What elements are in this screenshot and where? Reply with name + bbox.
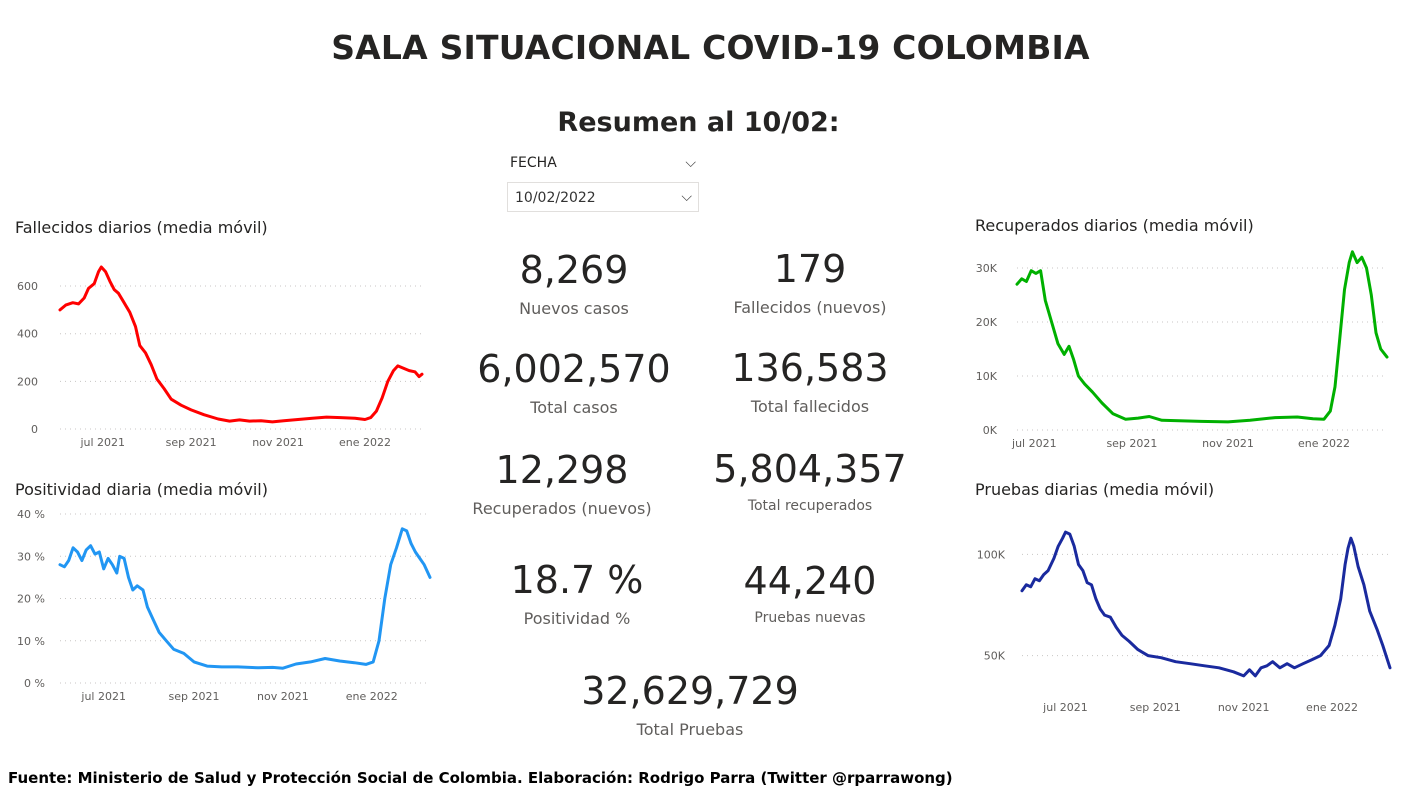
kpi-value: 32,629,729 xyxy=(581,669,799,713)
date-slicer-dropdown[interactable]: 10/02/2022 ⌵ xyxy=(507,182,699,212)
y-tick-label: 30K xyxy=(976,262,998,275)
kpi-value: 8,269 xyxy=(519,248,629,292)
kpi-total-recuperados: 5,804,357 Total recuperados xyxy=(700,450,920,514)
x-tick-label: nov 2021 xyxy=(1202,437,1254,450)
date-slicer-value: 10/02/2022 xyxy=(515,190,596,206)
x-tick-label: sep 2021 xyxy=(169,690,220,703)
chart-fallecidos: 0 200 400 600 jul 2021 sep 2021 nov 2021 ene 20… xyxy=(17,265,424,449)
kpi-label: Recuperados (nuevos) xyxy=(472,499,652,518)
y-tick-label: 20 % xyxy=(17,593,45,606)
chart-title-positividad: Positividad diaria (media móvil) xyxy=(15,480,268,499)
x-tick-label: nov 2021 xyxy=(257,690,309,703)
summary-subtitle: Resumen al 10/02: xyxy=(0,107,1421,138)
chart-title-fallecidos: Fallecidos diarios (media móvil) xyxy=(15,218,268,237)
y-tick-label: 40 % xyxy=(17,508,45,521)
series-line xyxy=(58,527,432,670)
y-tick-label: 30 % xyxy=(17,550,45,563)
kpi-total-casos: 6,002,570 Total casos xyxy=(474,350,674,417)
date-slicer-header[interactable]: FECHA ⌵ xyxy=(510,155,700,175)
summary-subtitle-text: Resumen al 10/02: xyxy=(557,107,840,138)
kpi-label: Positividad % xyxy=(523,609,631,628)
kpi-label: Total Pruebas xyxy=(636,720,744,739)
y-tick-label: 200 xyxy=(17,375,38,388)
y-tick-label: 10 % xyxy=(17,635,45,648)
x-tick-label: ene 2022 xyxy=(1298,437,1350,450)
chart-title-pruebas: Pruebas diarias (media móvil) xyxy=(975,480,1215,499)
kpi-total-fallecidos: 136,583 Total fallecidos xyxy=(710,349,910,416)
kpi-label: Total fallecidos xyxy=(750,397,870,416)
kpi-total-pruebas: 32,629,729 Total Pruebas xyxy=(560,672,820,739)
x-tick-label: jul 2021 xyxy=(1011,437,1057,450)
date-slicer-label: FECHA xyxy=(510,155,557,171)
kpi-label: Pruebas nuevas xyxy=(754,610,866,626)
x-tick-label: jul 2021 xyxy=(79,436,125,449)
series-line xyxy=(58,265,424,424)
kpi-value: 18.7 % xyxy=(510,558,644,602)
kpi-value: 44,240 xyxy=(743,559,877,603)
kpi-label: Nuevos casos xyxy=(519,299,629,318)
series-line xyxy=(1020,530,1392,678)
y-tick-label: 400 xyxy=(17,328,38,341)
x-tick-label: sep 2021 xyxy=(166,436,217,449)
x-tick-label: sep 2021 xyxy=(1106,437,1157,450)
chevron-down-icon[interactable]: ⌵ xyxy=(681,189,692,205)
chart-title-recuperados: Recuperados diarios (media móvil) xyxy=(975,216,1254,235)
y-tick-label: 0 xyxy=(31,423,38,436)
kpi-value: 6,002,570 xyxy=(477,347,671,391)
x-tick-label: ene 2022 xyxy=(1306,701,1358,714)
series-line xyxy=(1015,250,1389,424)
kpi-value: 5,804,357 xyxy=(713,447,907,491)
chart-pruebas: 50K 100K jul 2021 sep 2021 nov 2021 ene 2022 xyxy=(977,530,1392,714)
chart-positividad: 0 % 10 % 20 % 30 % 40 % jul 2021 sep 2021 nov 2… xyxy=(17,508,432,703)
kpi-pruebas-nuevas: 44,240 Pruebas nuevas xyxy=(710,562,910,626)
x-tick-label: ene 2022 xyxy=(339,436,391,449)
y-tick-label: 0 % xyxy=(24,677,45,690)
x-tick-label: jul 2021 xyxy=(1042,701,1088,714)
y-tick-label: 0K xyxy=(983,424,998,437)
kpi-value: 12,298 xyxy=(495,448,629,492)
kpi-label: Total casos xyxy=(530,398,618,417)
kpi-value: 179 xyxy=(773,247,847,291)
x-tick-label: ene 2022 xyxy=(346,690,398,703)
kpi-nuevos-casos: 8,269 Nuevos casos xyxy=(474,251,674,318)
y-tick-label: 600 xyxy=(17,280,38,293)
x-tick-label: nov 2021 xyxy=(1218,701,1270,714)
kpi-label: Total recuperados xyxy=(747,498,873,514)
kpi-recuperados-nuevos: 12,298 Recuperados (nuevos) xyxy=(462,451,662,518)
y-tick-label: 20K xyxy=(976,316,998,329)
kpi-fallecidos-nuevos: 179 Fallecidos (nuevos) xyxy=(710,250,910,317)
chart-recuperados: 0K 10K 20K 30K jul 2021 sep 2021 nov 2021 ene 2… xyxy=(976,250,1389,450)
kpi-positividad: 18.7 % Positividad % xyxy=(477,561,677,628)
x-tick-label: sep 2021 xyxy=(1130,701,1181,714)
kpi-label: Fallecidos (nuevos) xyxy=(733,298,887,317)
x-tick-label: nov 2021 xyxy=(252,436,304,449)
y-tick-label: 100K xyxy=(977,548,1006,561)
x-tick-label: jul 2021 xyxy=(80,690,126,703)
source-footer: Fuente: Ministerio de Salud y Protección… xyxy=(8,769,953,787)
y-tick-label: 50K xyxy=(984,650,1006,663)
page-title: SALA SITUACIONAL COVID-19 COLOMBIA xyxy=(331,28,1090,67)
y-tick-label: 10K xyxy=(976,370,998,383)
chevron-down-icon[interactable]: ⌵ xyxy=(685,155,696,171)
kpi-value: 136,583 xyxy=(731,346,889,390)
